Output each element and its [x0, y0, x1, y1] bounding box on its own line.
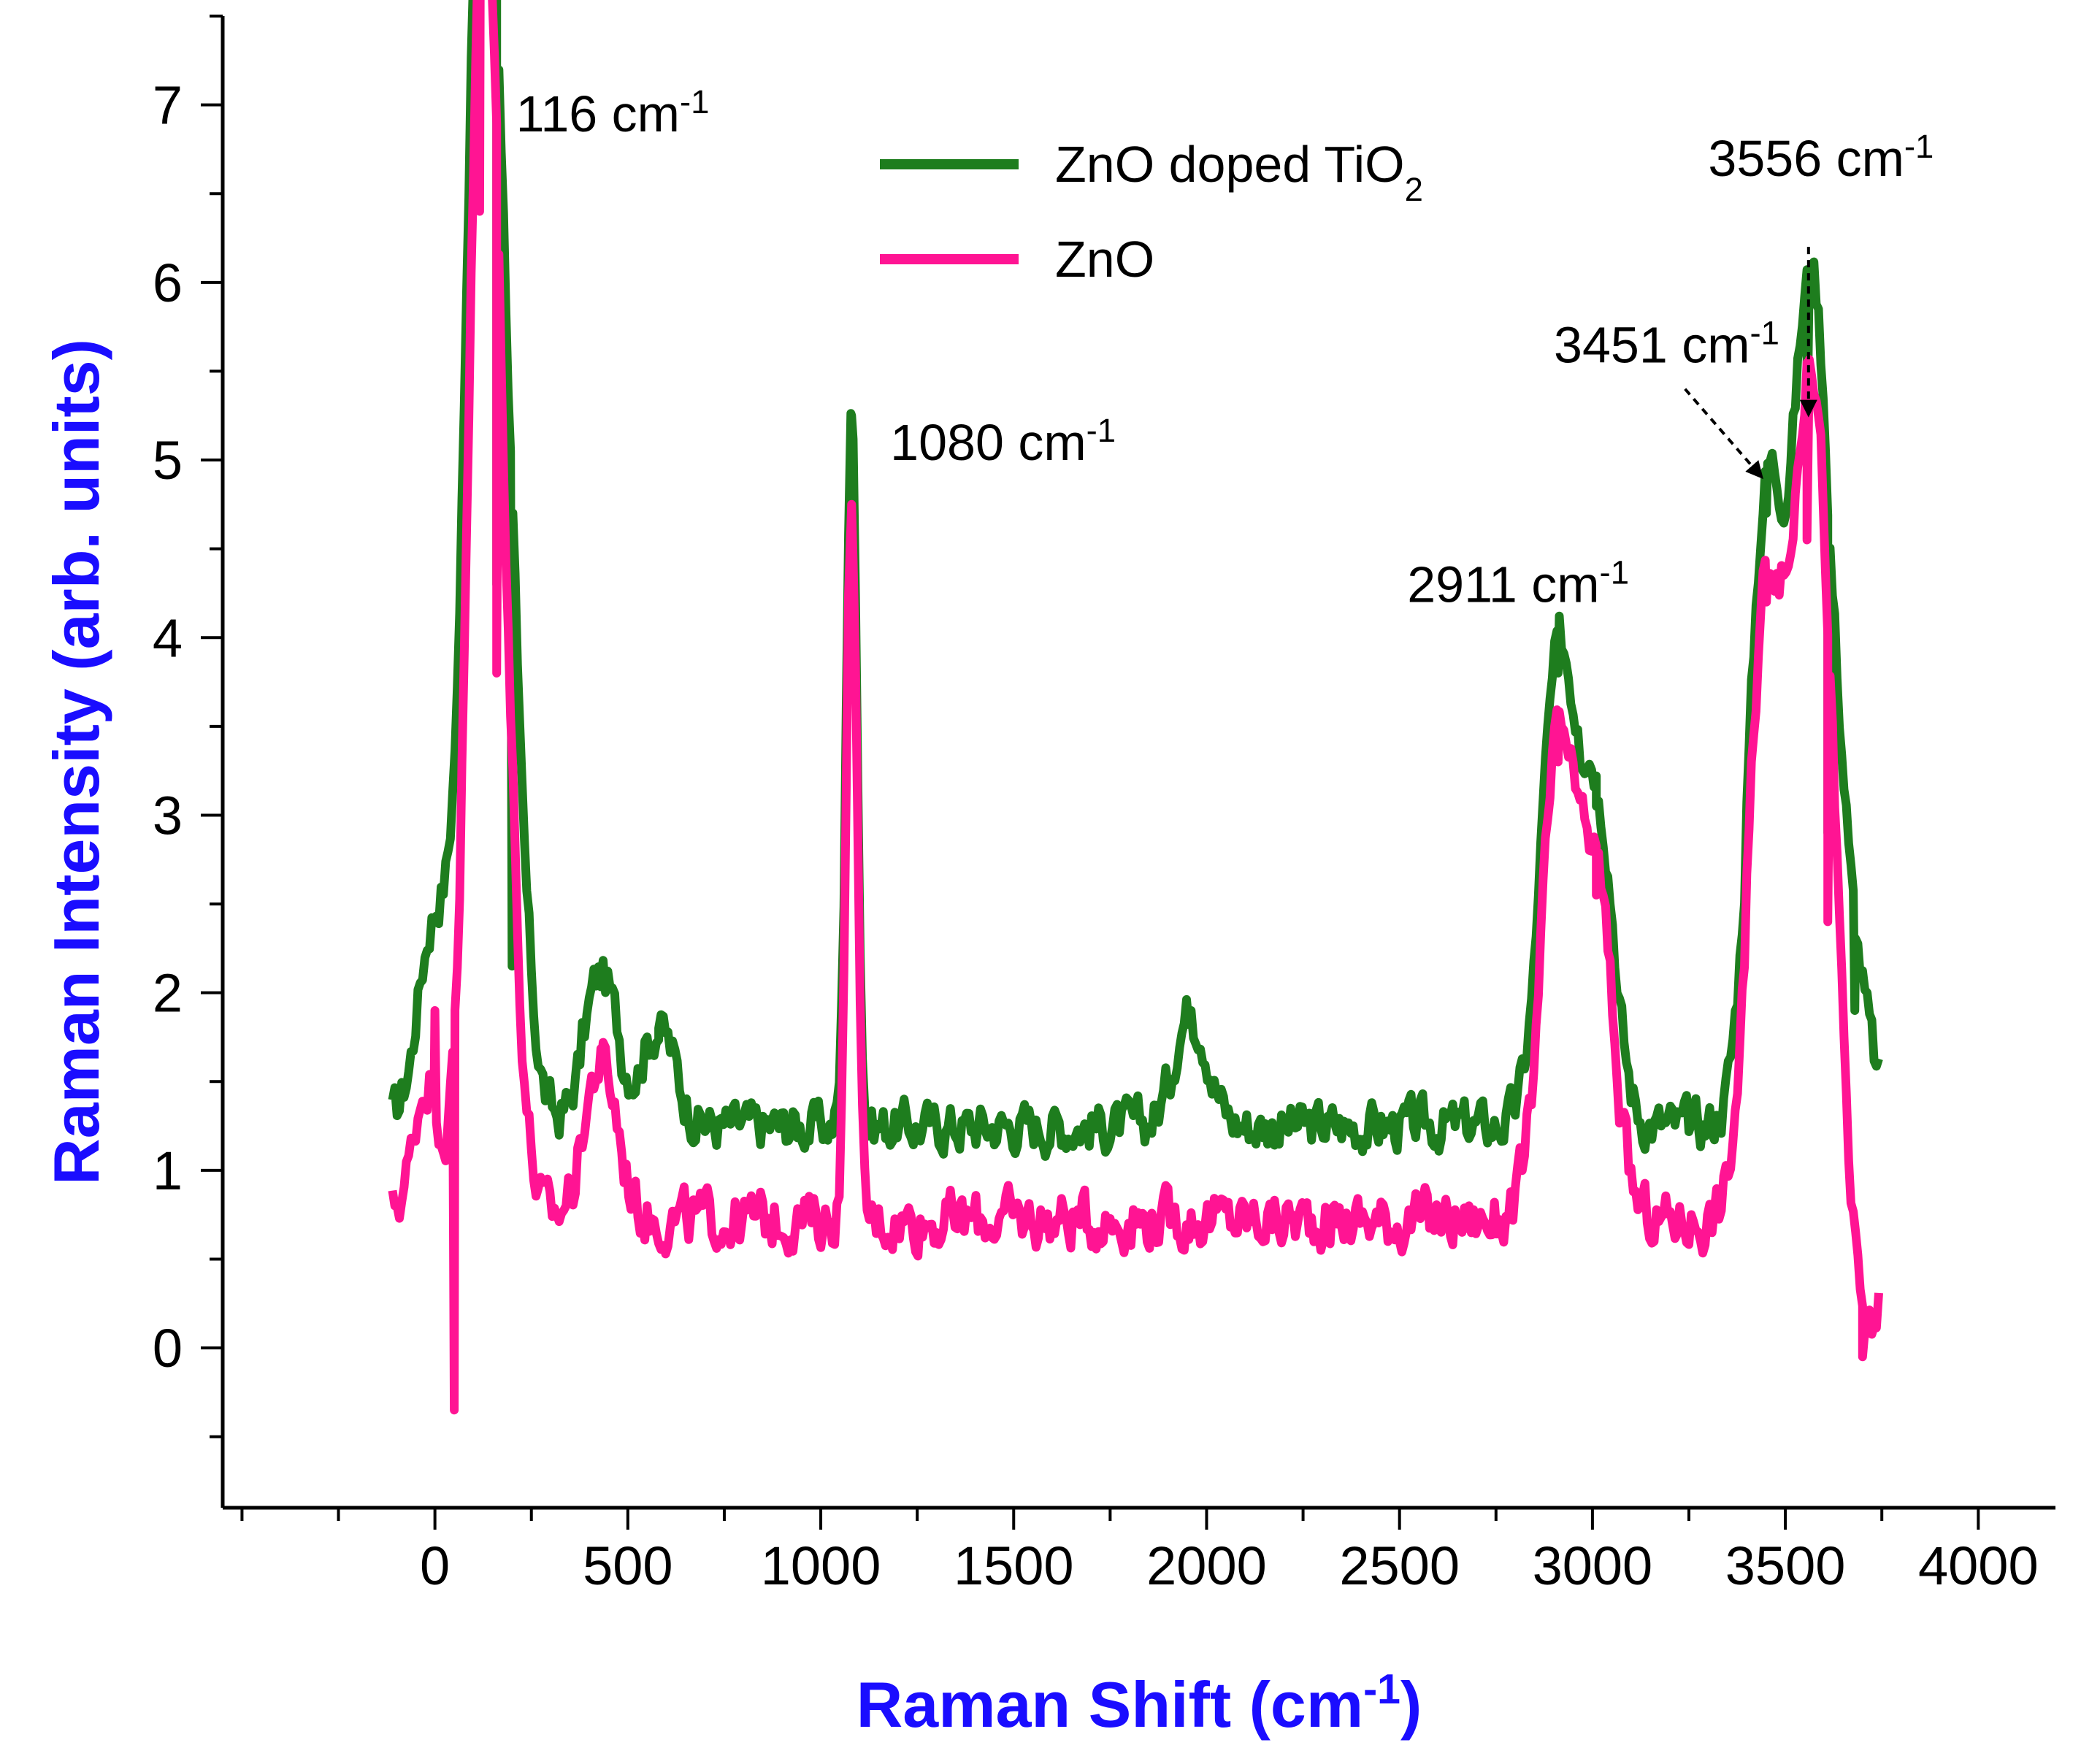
y-tick-label: 6	[153, 253, 183, 313]
x-tick-label: 1500	[954, 1535, 1074, 1596]
x-tick-label: 3000	[1533, 1535, 1653, 1596]
y-axis-title: Raman Intensity (arb. units)	[40, 339, 112, 1185]
x-tick-label: 500	[583, 1535, 672, 1596]
axes: 0 500 1000 1500 2000 2500 3000 3500 4000 0 1 2 3 4 5 6 7	[153, 15, 2055, 1596]
x-tick-label: 2000	[1146, 1535, 1267, 1596]
x-axis-title: Raman Shift (cm-1)	[857, 1666, 1422, 1741]
peak-annotation: 116 cm-1	[516, 83, 710, 143]
peak-annotation: 3556 cm-1	[1708, 127, 1934, 187]
series-line-zno	[388, 0, 1883, 1415]
peak-annotation: 2911 cm-1	[1407, 553, 1629, 613]
series-line-zno-doped-tio2	[388, 0, 1883, 1161]
x-tick-label: 1000	[761, 1535, 881, 1596]
y-tick-label: 4	[153, 607, 183, 668]
y-tick-label: 3	[153, 785, 183, 846]
legend-label: ZnO doped TiO2	[1055, 136, 1423, 208]
y-tick-label: 1	[153, 1140, 183, 1201]
annotation-arrow	[1684, 388, 1763, 480]
peak-annotation: 1080 cm-1	[890, 412, 1116, 472]
y-tick-label: 5	[153, 430, 183, 491]
legend-label: ZnO	[1055, 231, 1154, 288]
series-layer	[388, 0, 1883, 1415]
axis-titles: Raman Shift (cm-1) Raman Intensity (arb. …	[40, 339, 1422, 1741]
x-tick-label: 2500	[1339, 1535, 1460, 1596]
x-tick-label: 0	[420, 1535, 450, 1596]
y-tick-label: 0	[153, 1318, 183, 1379]
y-tick-label: 2	[153, 963, 183, 1024]
x-tick-label: 4000	[1918, 1535, 2039, 1596]
legend: ZnO doped TiO2 ZnO	[880, 136, 1423, 288]
annotations: 116 cm-1 1080 cm-1 2911 cm-1 3451 cm-1 3556 …	[516, 83, 1934, 613]
x-tick-label: 3500	[1725, 1535, 1846, 1596]
peak-annotation: 3451 cm-1	[1554, 314, 1779, 374]
y-tick-label: 7	[153, 75, 183, 136]
